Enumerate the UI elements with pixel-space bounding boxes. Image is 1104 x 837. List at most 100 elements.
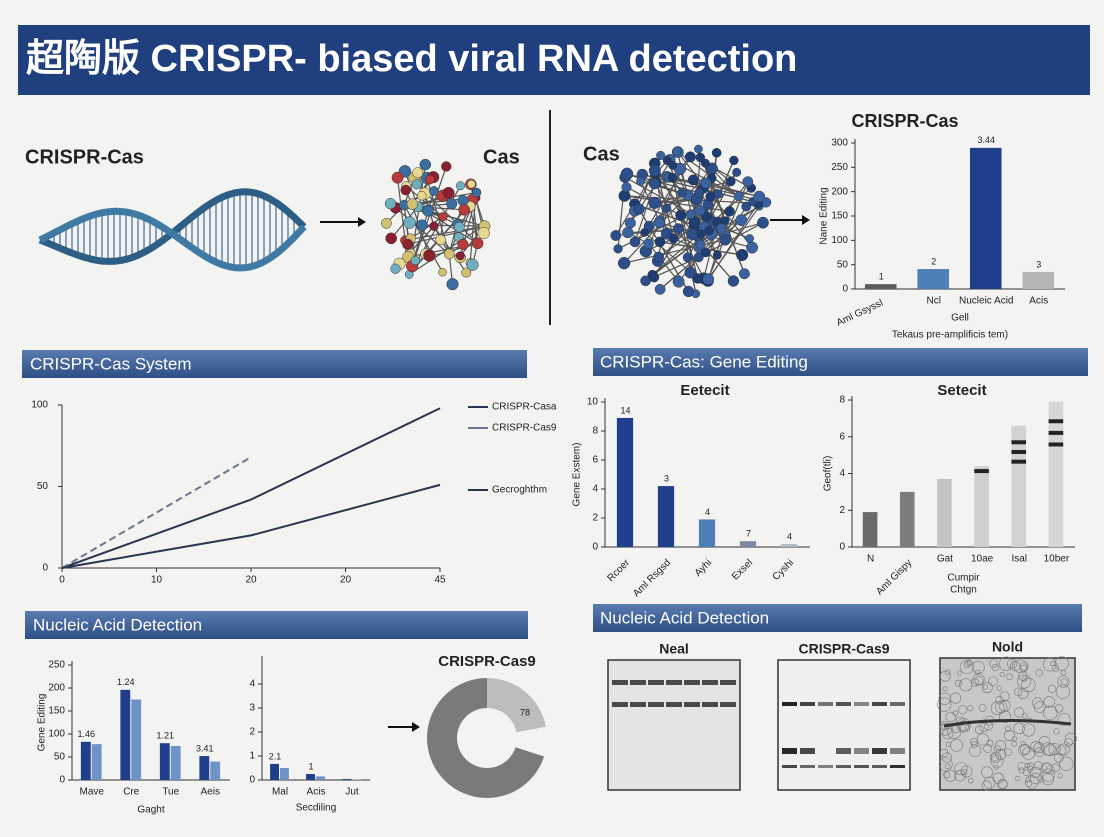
atom (622, 227, 633, 238)
legend-label: CRISPR-Casa (492, 402, 557, 413)
y-tick-label: 2 (839, 505, 845, 516)
atom (618, 257, 630, 269)
y-tick-label: 2 (249, 727, 255, 738)
gel-band (612, 702, 628, 707)
bar (1049, 402, 1064, 547)
atom (641, 228, 649, 236)
y-tick-label: 250 (831, 162, 848, 173)
atom (467, 180, 475, 188)
atom (685, 152, 695, 162)
gel-band (818, 702, 833, 706)
legend-label: Gecroghthm (492, 485, 547, 496)
gel-band (720, 680, 736, 685)
atom (472, 238, 483, 249)
bar-band (1049, 419, 1064, 423)
bar (92, 744, 102, 780)
bar (658, 486, 674, 547)
atom (694, 188, 703, 197)
bar (740, 541, 756, 547)
x-tick-label: 10ae (971, 554, 994, 565)
atom (644, 239, 654, 249)
atom (743, 176, 753, 186)
bar (120, 690, 130, 780)
atom (467, 259, 479, 271)
x-tick-label: Mave (80, 787, 105, 798)
bar-band (974, 469, 989, 473)
bar-label: 3 (664, 473, 669, 483)
atom (713, 251, 721, 259)
y-tick-label: 50 (837, 259, 849, 270)
atom (625, 218, 636, 229)
gel-band (800, 765, 815, 768)
bar-label: 1 (879, 272, 884, 282)
atom (649, 197, 661, 209)
y-tick-label: 200 (48, 683, 65, 694)
atom (454, 222, 464, 232)
y-tick-label: 150 (48, 706, 65, 717)
legend-label: CRISPR-Cas9 (492, 423, 557, 434)
gel-band (800, 702, 815, 706)
bar (306, 774, 315, 780)
atom (425, 175, 434, 184)
y-tick-label: 6 (839, 431, 845, 442)
bar-label: 4 (787, 531, 792, 541)
bar-label: 14 (620, 405, 630, 415)
atom (649, 178, 660, 189)
atom (649, 273, 659, 283)
bar-label: 4 (705, 507, 710, 517)
gel-band (666, 702, 682, 707)
atom (701, 178, 712, 189)
atom (401, 185, 411, 195)
y-tick-label: 100 (31, 400, 48, 411)
bar-label: 1.46 (78, 729, 96, 739)
atom (686, 210, 695, 219)
bar (863, 512, 878, 547)
atom (669, 234, 679, 244)
x-axis-label: Gell (951, 313, 969, 324)
atom (701, 248, 710, 257)
gel-band (836, 765, 851, 768)
atom (417, 191, 426, 200)
atom (649, 165, 660, 176)
bar (970, 148, 1002, 289)
atom (683, 253, 693, 263)
bar-label: 1.24 (117, 677, 135, 687)
atom (381, 218, 391, 228)
y-tick-label: 250 (48, 660, 65, 671)
atom (728, 276, 739, 287)
atom (720, 234, 731, 245)
bar (280, 768, 289, 780)
gel-band (872, 702, 887, 706)
gel-frame (608, 660, 740, 790)
atom (683, 286, 694, 297)
atom (413, 167, 423, 177)
atom (675, 210, 686, 221)
atom (430, 222, 439, 231)
x-tick-label: Tue (162, 787, 179, 798)
gel-band (890, 765, 905, 768)
x-tick-label: 45 (434, 575, 446, 586)
atom (443, 187, 455, 199)
gel-band (872, 748, 887, 754)
y-tick-label: 150 (831, 211, 848, 222)
y-tick-label: 0 (592, 542, 598, 553)
atom (456, 181, 465, 190)
bar (160, 743, 170, 780)
bar-label: 2 (931, 256, 936, 266)
atom (391, 264, 401, 274)
atom (688, 175, 698, 185)
atom (729, 156, 738, 165)
bar (865, 284, 897, 289)
y-tick-label: 10 (587, 397, 599, 408)
bar-label: 3.41 (196, 743, 214, 753)
y-tick-label: 1 (249, 751, 255, 762)
atom (736, 215, 747, 226)
bar (617, 418, 633, 547)
x-tick-label: Acis (1029, 296, 1048, 307)
y-tick-label: 0 (59, 775, 65, 786)
atom (716, 223, 726, 233)
y-axis-label: Geof(tli) (823, 456, 834, 492)
atom (441, 162, 451, 172)
atom (436, 235, 446, 245)
